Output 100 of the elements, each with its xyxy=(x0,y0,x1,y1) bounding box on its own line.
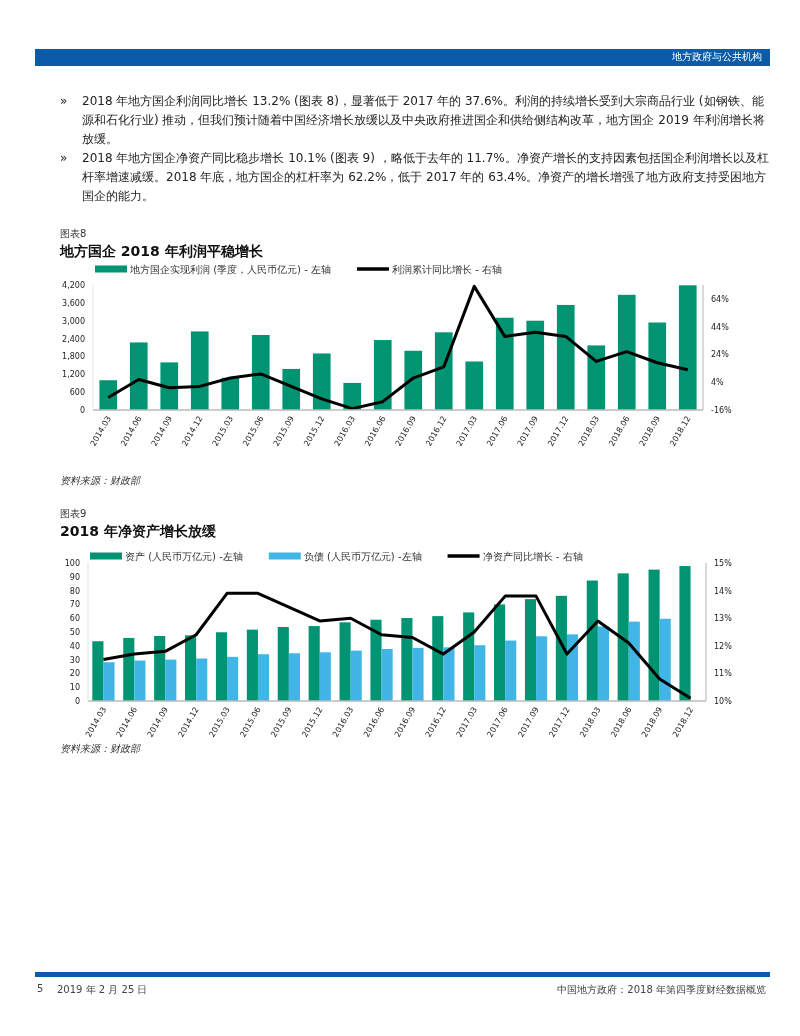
bar xyxy=(288,653,300,701)
bar xyxy=(339,622,351,701)
bar xyxy=(434,332,453,410)
text: » xyxy=(60,151,68,165)
bar xyxy=(505,640,517,701)
bar xyxy=(185,635,197,701)
text: 2018 年地方国企利润同比增长 13.2% (图表 8)，显著低于 2017 年的 37.6%。利润的持续增长受到大宗商品行业 (如钢铁、能源和石化行业) 推动，但我们预计随着中国经济增长放缓以及中央政府推进国企和供给侧结构改革，地方国企 2019 年利润增长将放缓。 xyxy=(82,93,766,148)
bar xyxy=(443,647,455,701)
text: 资料来源：财政部 xyxy=(60,475,142,486)
bar xyxy=(370,619,382,701)
line-series xyxy=(106,284,690,411)
bar xyxy=(196,658,208,701)
text: 地方政府与公共机构 xyxy=(672,50,762,64)
bar xyxy=(587,345,606,410)
bar xyxy=(165,659,177,701)
y-tick-label: 80 xyxy=(69,586,80,596)
y-tick-label: 0 xyxy=(74,697,80,706)
bar xyxy=(277,627,289,701)
bar xyxy=(251,335,270,410)
y2-tick-label: 64% xyxy=(711,294,730,304)
bar xyxy=(556,304,575,410)
text: 资料来源：财政部 xyxy=(60,743,142,754)
text: 5 xyxy=(37,983,44,994)
bar xyxy=(617,294,636,410)
bar xyxy=(221,377,240,410)
y2-tick-label: -16% xyxy=(711,406,733,415)
y-tick-label: 600 xyxy=(69,388,85,398)
bar xyxy=(257,654,270,701)
bar xyxy=(350,650,362,701)
bar xyxy=(648,322,667,410)
y-tick-label: 90 xyxy=(69,572,80,582)
bar xyxy=(659,618,671,701)
bar xyxy=(432,616,444,701)
y-tick-label: 2,400 xyxy=(62,334,85,344)
bar xyxy=(123,637,135,701)
y-tick-label: 3,600 xyxy=(62,298,85,308)
text: 2018 年地方国企净资产同比稳步增长 10.1% (图表 9) ，略低于去年的 11.7%。净资产增长的支持因素包括国企利润增长以及杠杆率增速减缓。2018 年底，地方国企的杠杆率为 62.2%，低于 2017 年的 63.4%。净资产的增长增强了地方政府支持受困地方国企的能力。 xyxy=(82,150,770,205)
bar xyxy=(282,368,301,410)
legend-label: 负债 (人民币万亿元) -左轴 xyxy=(303,550,422,562)
y2-tick-label: 12% xyxy=(714,641,733,651)
text: 图表9 xyxy=(60,508,87,519)
bar xyxy=(474,645,486,701)
y2-tick-label: 10% xyxy=(714,697,733,706)
bar xyxy=(463,612,475,701)
bar xyxy=(586,580,598,701)
bar xyxy=(566,634,579,701)
legend-label: 净资产同比增长 - 右轴 xyxy=(482,550,583,562)
bar xyxy=(319,652,331,701)
bar xyxy=(134,660,146,701)
y-tick-label: 40 xyxy=(69,641,80,651)
y-tick-label: 30 xyxy=(69,655,80,665)
bar xyxy=(312,353,331,410)
y2-tick-label: 14% xyxy=(714,586,733,596)
y-tick-label: 3,000 xyxy=(62,316,85,326)
bar xyxy=(190,331,209,410)
bar xyxy=(129,342,148,410)
bar xyxy=(160,362,179,410)
bar xyxy=(526,320,545,410)
y2-tick-label: 24% xyxy=(711,350,730,360)
text: » xyxy=(60,94,68,108)
bar xyxy=(154,636,166,701)
line-series xyxy=(101,591,693,700)
bar xyxy=(465,361,484,410)
legend-label: 地方国企实现利润 (季度，人民币亿元) - 左轴 xyxy=(129,263,331,275)
bar xyxy=(679,566,691,701)
bar xyxy=(597,626,609,701)
bar xyxy=(412,647,424,701)
bar xyxy=(555,595,567,701)
bar xyxy=(227,656,239,701)
text: 2019 年 2 月 25 日 xyxy=(57,983,148,997)
chart-title: 地方国企 2018 年利润平稳增长 xyxy=(59,243,264,259)
bar xyxy=(99,380,118,410)
y-tick-label: 4,200 xyxy=(62,281,85,290)
y2-tick-label: 11% xyxy=(714,669,733,679)
bar xyxy=(308,626,320,701)
y2-tick-label: 13% xyxy=(714,614,733,624)
text: 图表8 xyxy=(60,228,87,239)
bar xyxy=(404,350,423,410)
bar xyxy=(648,569,660,701)
bar xyxy=(536,636,548,701)
bar xyxy=(401,618,413,701)
y2-tick-label: 44% xyxy=(711,322,730,332)
bar xyxy=(628,621,640,701)
bar xyxy=(678,285,697,410)
bar xyxy=(215,632,228,701)
y2-tick-label: 15% xyxy=(714,559,733,568)
bar xyxy=(103,662,115,701)
bar xyxy=(246,629,258,701)
y-tick-label: 10 xyxy=(69,683,80,693)
y-tick-label: 70 xyxy=(69,600,80,610)
chart-title: 2018 年净资产增长放缓 xyxy=(60,523,217,539)
y-tick-label: 0 xyxy=(79,406,85,415)
y-tick-label: 60 xyxy=(69,614,80,624)
y-tick-label: 1,800 xyxy=(62,352,85,362)
legend-label: 利润累计同比增长 - 右轴 xyxy=(391,263,502,275)
bar xyxy=(495,317,514,410)
y-tick-label: 20 xyxy=(69,669,80,679)
bar xyxy=(381,648,393,701)
bar xyxy=(494,604,506,701)
y-tick-label: 50 xyxy=(69,628,80,637)
